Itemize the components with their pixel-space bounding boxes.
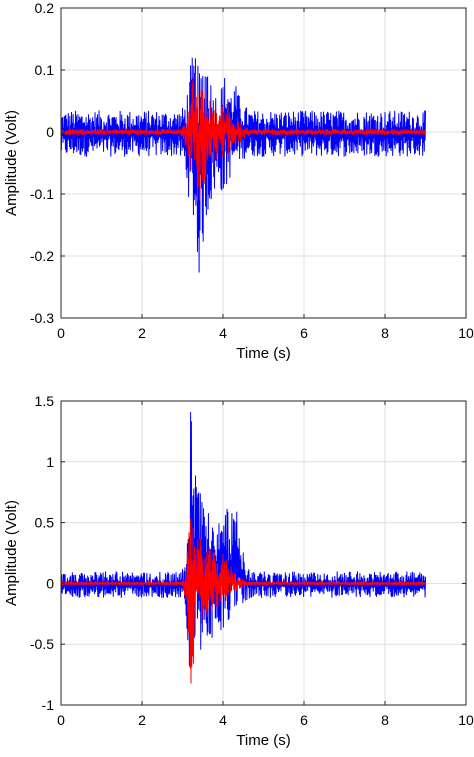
chart-top: 0 2 4 6 8 10 0.2 0.1 0 -0.1 -0.2 -0.3 Time (s) Amplit…	[3, 0, 474, 362]
x-axis-label: Time (s)	[236, 345, 290, 362]
x-tick-label: 10	[458, 712, 474, 728]
y-tick-label: -0.2	[30, 248, 54, 264]
axes-box	[60, 7, 467, 319]
y-tick-label: 0.1	[35, 62, 55, 78]
axes-box	[60, 400, 467, 706]
x-tick-label: 10	[458, 325, 474, 341]
x-tick-label: 0	[57, 325, 65, 341]
y-tick-label: 1.5	[35, 393, 55, 409]
plot-area	[61, 8, 466, 318]
y-axis-label: Amplitude (Volt)	[3, 500, 20, 606]
y-tick-label: 1	[46, 454, 54, 470]
y-tick-label: 0.2	[35, 0, 55, 16]
series-2-line	[61, 73, 426, 201]
y-tick-label: 0.5	[35, 515, 55, 531]
y-tick-label: -1	[42, 697, 55, 713]
chart-bottom: 0 2 4 6 8 10 1.5 1 0.5 0 -0.5 -1 Time (s) Amplitude (…	[3, 393, 474, 749]
x-tick-label: 2	[138, 325, 146, 341]
x-tick-label: 4	[219, 712, 227, 728]
x-tick-label: 8	[381, 325, 389, 341]
y-tick-label: 0	[46, 575, 54, 591]
x-tick-label: 8	[381, 712, 389, 728]
x-tick-label: 2	[138, 712, 146, 728]
x-tick-label: 6	[300, 712, 308, 728]
series-2-line	[61, 518, 426, 684]
x-tick-label: 0	[57, 712, 65, 728]
x-tick-label: 4	[219, 325, 227, 341]
x-axis-label: Time (s)	[236, 732, 290, 749]
y-tick-label: -0.3	[30, 310, 54, 326]
series-1-line	[61, 57, 426, 273]
y-tick-label: -0.5	[30, 636, 54, 652]
y-tick-label: -0.1	[30, 186, 54, 202]
x-tick-label: 6	[300, 325, 308, 341]
y-tick-label: 0	[46, 124, 54, 140]
y-axis-label: Amplitude (Volt)	[3, 110, 20, 216]
plot-area	[61, 401, 466, 705]
